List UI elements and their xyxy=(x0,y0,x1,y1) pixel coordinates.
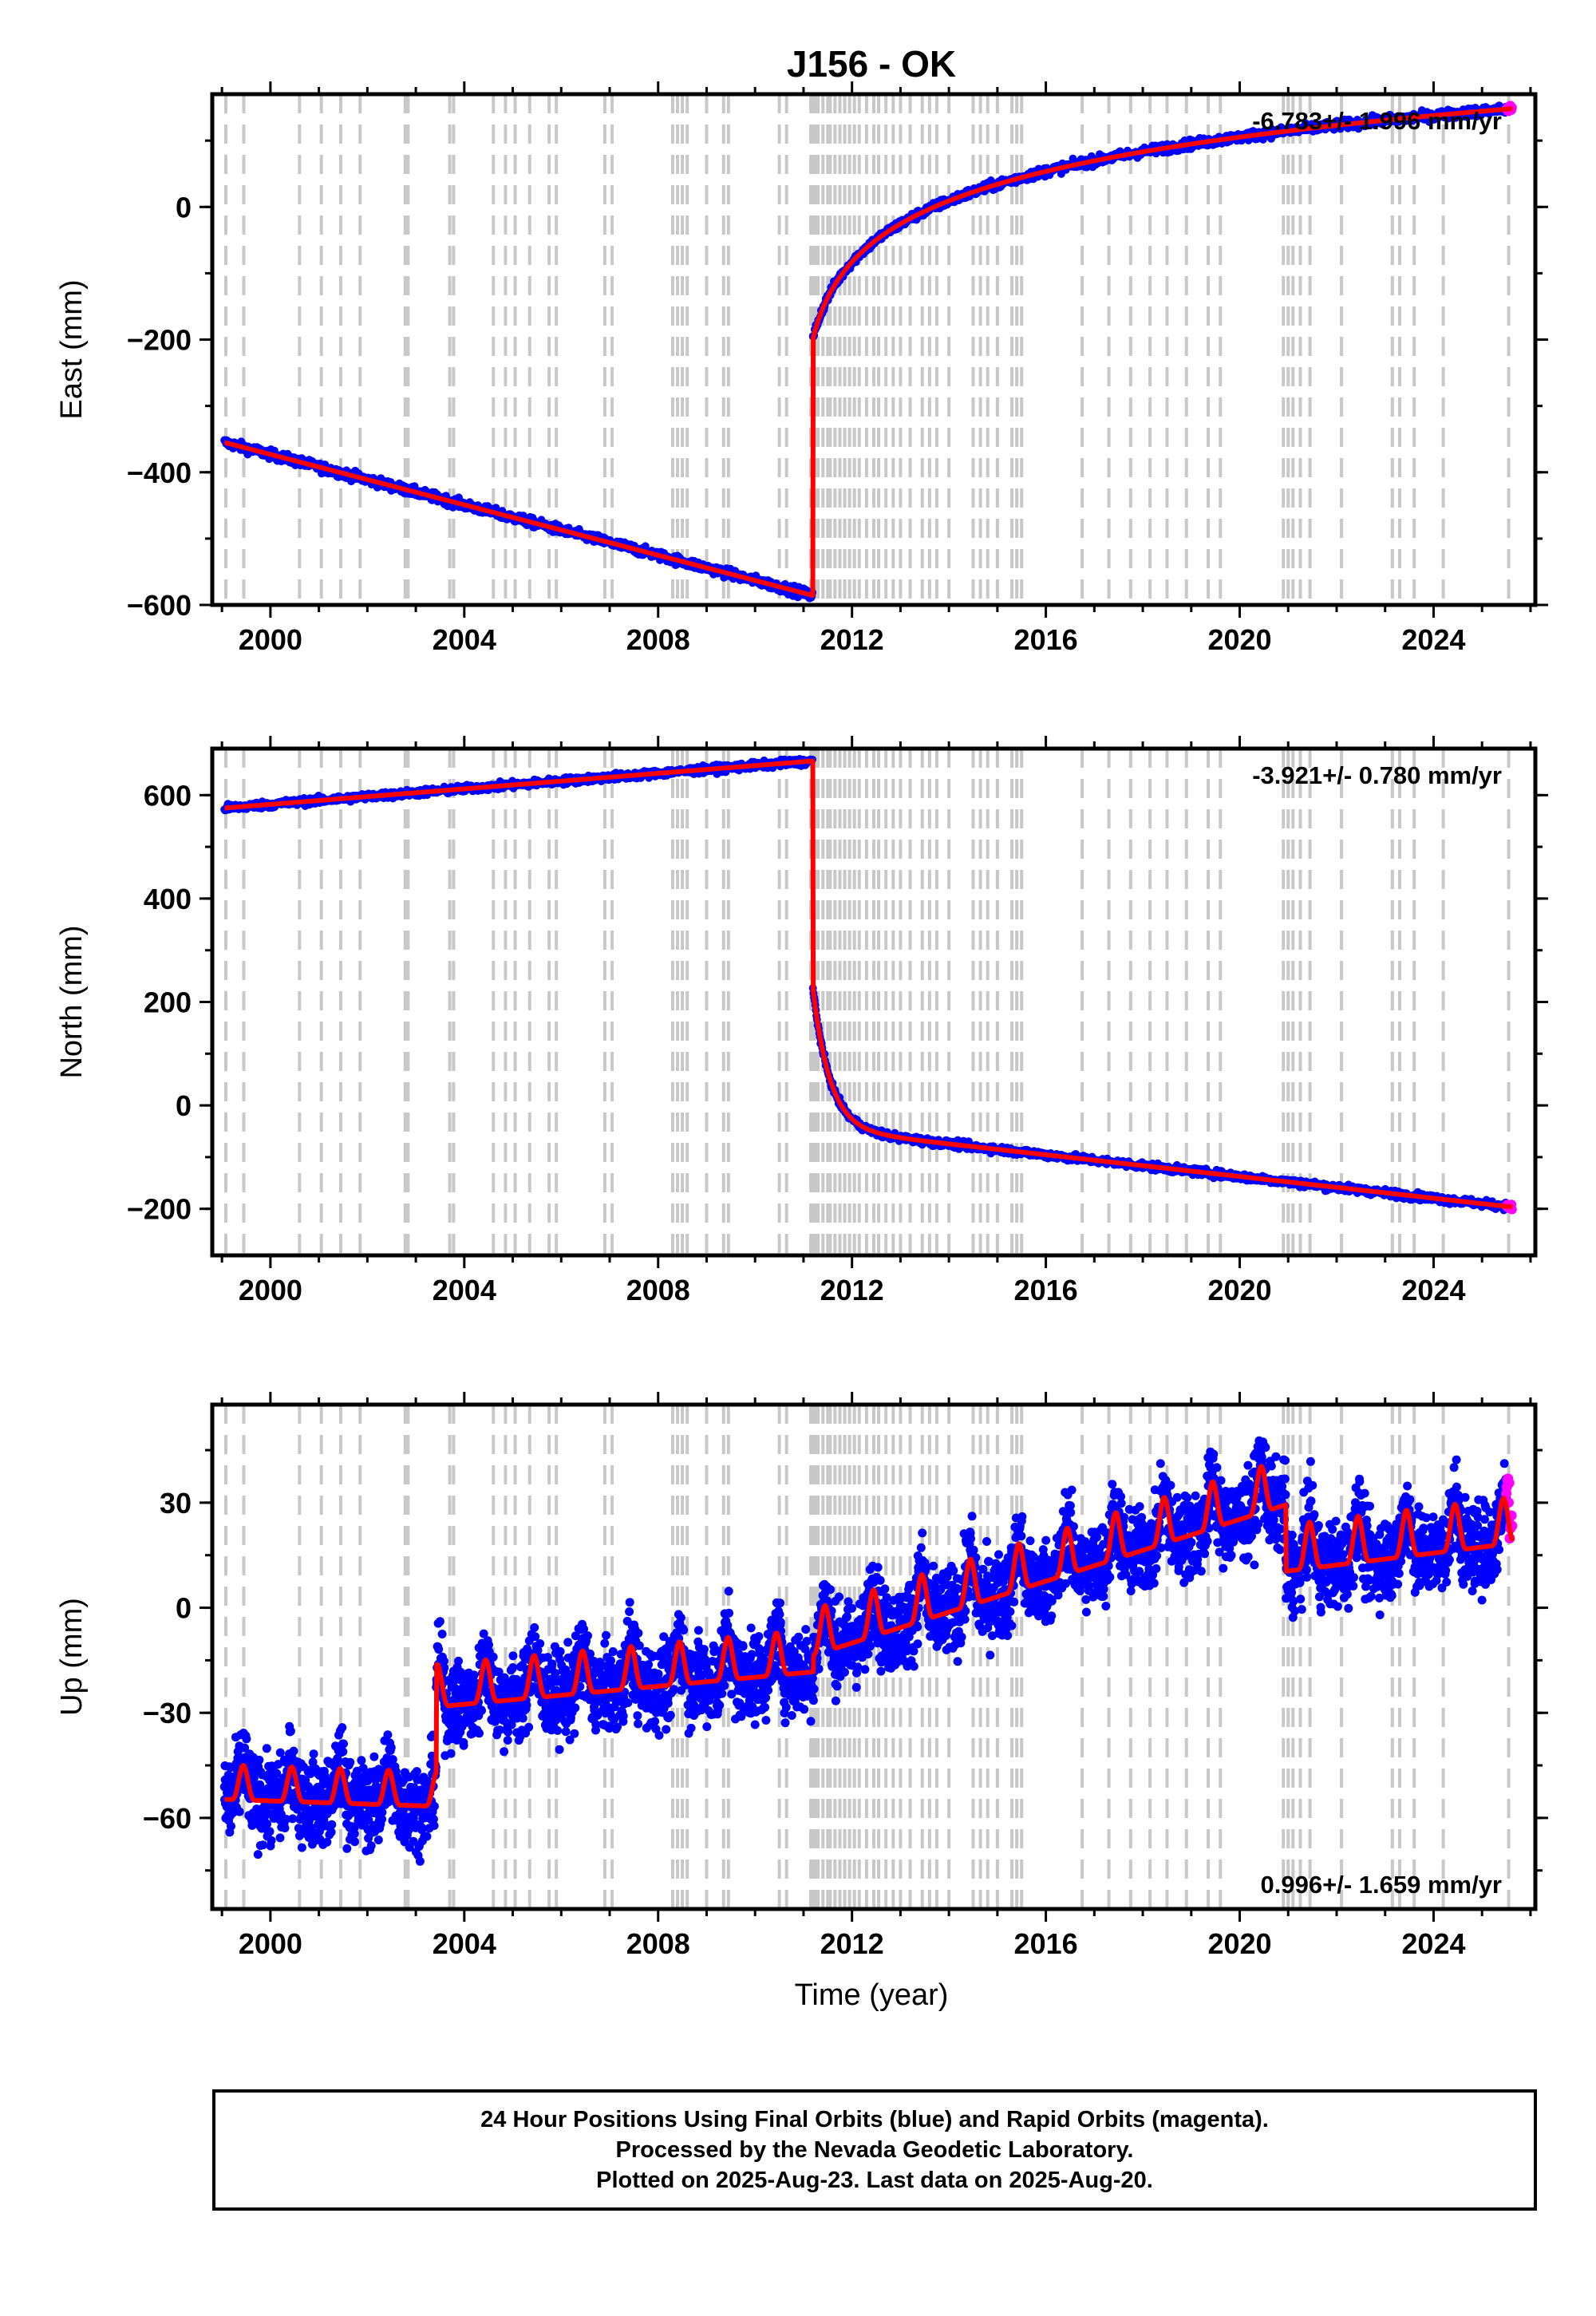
x-tick-label: 2008 xyxy=(626,1274,690,1306)
rate-label: -3.921+/- 0.780 mm/yr xyxy=(1252,761,1502,789)
x-tick-label: 2004 xyxy=(433,1274,496,1306)
panel-up: 2000 2004 2008 2012 2016 2020 2024300−30−60Up … xyxy=(55,1392,1548,1960)
x-tick-label: 2020 xyxy=(1207,623,1271,656)
final-orbit-point xyxy=(253,1850,263,1860)
final-orbit-point xyxy=(242,1734,251,1744)
final-orbit-point xyxy=(227,1821,235,1831)
data-points xyxy=(219,1436,1518,1866)
data-points xyxy=(220,101,1517,603)
y-tick-label: 0 xyxy=(176,191,192,223)
chart-title: J156 - OK xyxy=(787,43,956,85)
y-tick-label: 200 xyxy=(144,986,192,1019)
x-tick-label: 2004 xyxy=(433,623,496,656)
x-tick-label: 2024 xyxy=(1401,1274,1465,1306)
y-tick-label: 400 xyxy=(144,883,192,915)
rate-label: -6.783+/- 1.996 mm/yr xyxy=(1252,107,1502,135)
x-tick-label: 2000 xyxy=(239,623,302,656)
x-tick-label: 2016 xyxy=(1014,1274,1078,1306)
x-tick-label: 2024 xyxy=(1401,623,1465,656)
panel-east: 2000 2004 2008 2012 2016 2020 2024 0 −200 −400 −60… xyxy=(55,81,1548,656)
y-tick-label: −600 xyxy=(127,589,192,622)
final-orbit-point xyxy=(235,1807,244,1816)
x-tick-label: 2000 xyxy=(239,1274,302,1306)
panels: 2000 2004 2008 2012 2016 2020 20240−200−400−60… xyxy=(55,81,1548,1960)
model-line xyxy=(222,758,1515,1210)
y-tick-label: −200 xyxy=(127,1193,192,1226)
panel-north: 2000 2004 2008 2012 2016 2020 20246004002000−2… xyxy=(55,736,1548,1306)
y-tick-label: −400 xyxy=(127,456,192,489)
y-axis-label: North (mm) xyxy=(55,925,89,1078)
x-tick-label: 2008 xyxy=(626,623,690,656)
y-tick-label: 600 xyxy=(144,779,192,812)
x-tick-label: 2012 xyxy=(820,623,884,656)
x-tick-label: 2012 xyxy=(820,1274,884,1306)
y-axis-label: East (mm) xyxy=(55,279,89,419)
y-tick-label: 0 xyxy=(176,1089,192,1122)
x-tick-label: 2020 xyxy=(1207,1274,1271,1306)
y-tick-label: −200 xyxy=(127,324,192,357)
data-points xyxy=(220,755,1517,1215)
offset-lines xyxy=(224,94,1511,605)
model-line xyxy=(222,106,1515,599)
x-tick-label: 2016 xyxy=(1014,623,1078,656)
